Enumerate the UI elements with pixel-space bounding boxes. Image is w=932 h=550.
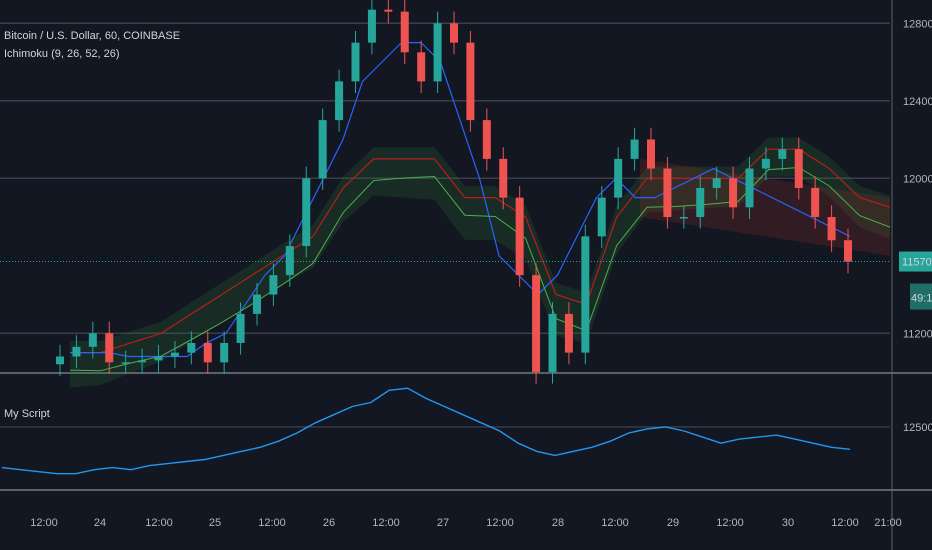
candle-body [121, 362, 130, 364]
x-tick-label: 12:00 [486, 517, 514, 529]
candle-body [302, 178, 311, 247]
candle-body [811, 187, 820, 217]
candle-body [170, 352, 179, 357]
candle-body [138, 360, 147, 363]
x-tick-label: 30 [782, 517, 794, 529]
candle-body [433, 23, 442, 82]
tenkan-line [70, 41, 851, 358]
sub-pane-title: My Script [4, 408, 50, 420]
script-pane [1, 387, 851, 475]
candle-body [515, 197, 524, 276]
x-tick-label: 25 [209, 517, 221, 529]
candle-body [72, 346, 81, 357]
price-axis: 12800.00 12400.00 12000.00 11200.00 12500.00… [30, 18, 932, 529]
candle-body [778, 149, 787, 159]
price-tags: 11570.11 49:12 [0, 251, 932, 310]
candle-body [88, 333, 97, 347]
candle-body [581, 236, 590, 353]
candle-body [466, 42, 475, 121]
candle-body [220, 342, 229, 363]
x-tick-label: 12:00 [258, 517, 286, 529]
candle-body [548, 313, 557, 372]
indicator-legend[interactable]: Ichimoku (9, 26, 52, 26) [4, 48, 120, 60]
candle-body [56, 356, 64, 365]
x-tick-label: 24 [94, 517, 106, 529]
candle-body [844, 240, 852, 262]
candle-body [105, 333, 114, 363]
candle-body [450, 23, 458, 43]
candle-body [318, 120, 327, 179]
price-tag-bg [899, 251, 932, 272]
sub-pane-legend[interactable]: My Script [4, 408, 50, 420]
candle-body [564, 313, 573, 353]
x-tick-label: 21:00 [874, 517, 902, 529]
symbol-legend[interactable]: Bitcoin / U.S. Dollar, 60, COINBASE [4, 30, 180, 42]
x-tick-label: 12:00 [145, 517, 173, 529]
x-tick-label: 12:00 [30, 517, 58, 529]
candle-body [729, 178, 738, 208]
candle-body [367, 9, 376, 43]
candle-body [745, 168, 754, 208]
cloud-area-red [640, 158, 890, 256]
y-tick-label: 12500.00 [903, 422, 932, 434]
x-tick-label: 26 [323, 517, 335, 529]
x-tick-label: 12:00 [372, 517, 400, 529]
y-tick-label: 12800.00 [903, 18, 932, 30]
candle-body [532, 275, 541, 372]
y-tick-label: 12000.00 [903, 173, 932, 185]
x-tick-label: 12:00 [716, 517, 744, 529]
candle-body [236, 313, 245, 343]
ichimoku-cloud [70, 137, 890, 388]
x-tick-label: 29 [667, 517, 679, 529]
candle-body [647, 139, 655, 169]
x-tick-label: 27 [437, 517, 449, 529]
symbol-title: Bitcoin / U.S. Dollar, 60, COINBASE [4, 30, 181, 42]
candle-body [400, 11, 409, 53]
candle-body [794, 149, 803, 188]
indicator-title: Ichimoku (9, 26, 52, 26) [4, 48, 120, 60]
candle-body [269, 275, 278, 295]
candle-body [154, 356, 163, 361]
candle-body [203, 342, 212, 363]
x-tick-label: 12:00 [831, 517, 859, 529]
candle-body [187, 342, 196, 353]
x-tick-label: 28 [552, 517, 564, 529]
candles [56, 0, 852, 384]
y-tick-label: 12400.00 [903, 96, 932, 108]
candle-body [630, 139, 639, 159]
candle-body [499, 158, 508, 198]
candle-body [384, 9, 393, 12]
candle-body [663, 168, 672, 217]
candle-body [679, 217, 688, 219]
candle-body [285, 246, 294, 276]
candle-body [614, 158, 623, 198]
price-tag-label: 11570.11 [902, 257, 932, 269]
candle-body [417, 52, 426, 82]
countdown-label: 49:12 [911, 293, 932, 305]
candle-body [253, 294, 261, 314]
candle-body [597, 197, 606, 237]
y-tick-label: 11200.00 [903, 328, 932, 340]
kijun-line [70, 148, 891, 354]
candle-body [335, 81, 344, 121]
candle-body [761, 158, 770, 169]
cloud-area-green [70, 137, 890, 388]
x-tick-label: 12:00 [601, 517, 629, 529]
candle-body [482, 120, 491, 159]
countdown-bg [910, 283, 932, 310]
script-line [1, 387, 851, 475]
candle-body [351, 42, 360, 82]
candle-body [827, 217, 836, 241]
candle-body [696, 187, 705, 217]
candle-body [712, 178, 721, 188]
